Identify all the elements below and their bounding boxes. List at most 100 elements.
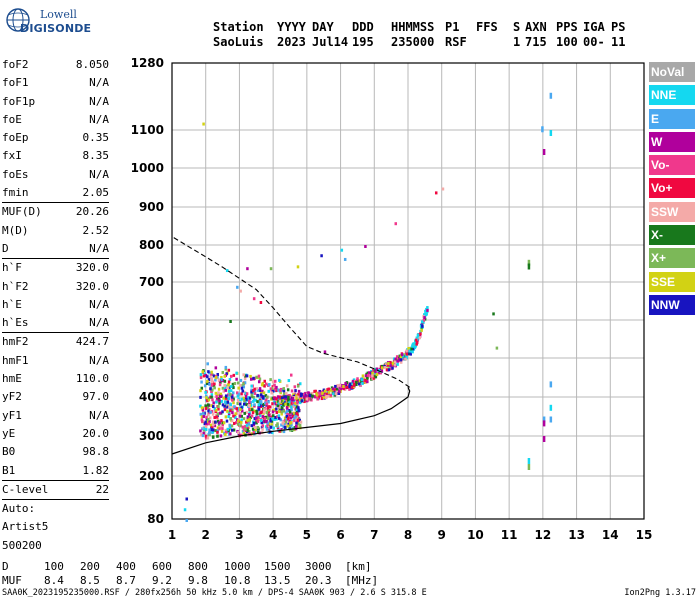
echo-mark xyxy=(207,422,210,426)
trace-mark xyxy=(335,390,338,394)
echo-mark xyxy=(286,388,290,392)
echo-mark xyxy=(230,398,234,402)
param-label: hmE xyxy=(2,372,22,386)
trace-mark xyxy=(364,378,367,382)
echo-mark xyxy=(290,423,293,427)
echo-mark xyxy=(230,395,234,399)
trace-mark xyxy=(372,376,376,380)
trace-mark xyxy=(366,380,369,384)
param-row: hmE 110.0 xyxy=(2,370,165,388)
echo-mark xyxy=(257,406,260,410)
echo-mark xyxy=(252,399,255,403)
trace-mark xyxy=(385,368,389,372)
muf-cell: 8.7 xyxy=(116,574,136,587)
param-value: 110.0 xyxy=(75,372,109,386)
echo-mark xyxy=(269,267,273,271)
echo-mark xyxy=(237,419,240,423)
echo-mark xyxy=(243,399,246,403)
header-field-label-2: DAY xyxy=(312,20,334,34)
echo-mark xyxy=(257,410,261,414)
echo-mark xyxy=(208,428,211,432)
trace-mark xyxy=(371,377,374,381)
echo-mark xyxy=(289,412,292,416)
echo-mark xyxy=(221,423,224,427)
echo-mark xyxy=(256,393,259,397)
echo-mark xyxy=(228,378,232,382)
echo-mark xyxy=(261,389,264,393)
echo-mark xyxy=(277,416,281,420)
echo-mark xyxy=(492,312,495,316)
echo-mark xyxy=(201,434,205,438)
echo-mark xyxy=(221,386,225,390)
trace-mark xyxy=(421,324,424,328)
echo-mark xyxy=(270,391,273,395)
file-info-footer: SAA0K_2023195235000.RSF / 280fx256h 50 k… xyxy=(2,588,427,598)
header-field-label-0: Station xyxy=(213,20,264,34)
param-label: 500200 xyxy=(2,538,42,552)
echo-mark xyxy=(271,431,274,435)
echo-mark xyxy=(288,408,291,412)
param-label: fmin xyxy=(2,186,29,200)
echo-mark xyxy=(200,380,203,384)
y-tick-label: 80 xyxy=(147,512,164,526)
trace-mark xyxy=(409,352,412,356)
trace-mark xyxy=(289,398,292,402)
echo-mark xyxy=(212,384,215,388)
echo-mark xyxy=(267,413,271,417)
echo-mark xyxy=(209,410,212,414)
echo-mark xyxy=(298,423,302,427)
echo-mark xyxy=(273,383,276,387)
trace-mark xyxy=(300,399,304,403)
echo-mark xyxy=(290,408,293,412)
echo-mark xyxy=(253,426,257,430)
echo-mark xyxy=(264,398,268,402)
param-value: 320.0 xyxy=(75,279,109,293)
echo-mark xyxy=(204,404,207,408)
echo-mark xyxy=(215,397,219,401)
echo-mark xyxy=(269,419,272,423)
echo-mark xyxy=(260,394,264,398)
trace-mark xyxy=(311,394,314,398)
header-field-value-3: 195 xyxy=(352,35,374,49)
muf-cell: MUF xyxy=(2,574,22,587)
echo-mark xyxy=(289,421,293,425)
echo-mark xyxy=(277,388,280,392)
trace-mark xyxy=(423,317,427,321)
echo-mark xyxy=(254,428,257,432)
x-tick-label: 7 xyxy=(370,528,378,542)
echo-mark xyxy=(282,387,286,391)
echo-mark xyxy=(297,409,300,413)
trace-mark xyxy=(420,328,423,332)
echo-mark xyxy=(221,427,224,431)
param-value: N/A xyxy=(89,241,109,255)
header-field-label-3: DDD xyxy=(352,20,374,34)
trace-mark xyxy=(411,350,414,354)
echo-mark xyxy=(272,385,276,389)
echo-mark xyxy=(242,373,245,377)
echo-mark xyxy=(229,417,232,421)
trace-mark xyxy=(307,392,311,396)
param-value: N/A xyxy=(89,76,109,90)
echo-mark xyxy=(236,285,239,289)
echo-mark xyxy=(201,408,205,412)
trace-mark xyxy=(415,342,418,346)
echo-mark xyxy=(225,430,228,434)
echo-mark xyxy=(225,405,229,409)
echo-mark xyxy=(288,419,291,423)
trace-mark xyxy=(390,362,393,366)
param-label: M(D) xyxy=(2,223,29,237)
echo-mark xyxy=(210,409,214,413)
echo-mark xyxy=(185,497,188,501)
echo-mark xyxy=(222,389,225,393)
echo-mark xyxy=(221,403,225,407)
trace-mark xyxy=(275,397,278,401)
echo-mark xyxy=(290,389,294,393)
echo-mark xyxy=(290,401,294,405)
header-field-label-6: FFS xyxy=(476,20,498,34)
echo-mark xyxy=(200,406,204,410)
echo-mark xyxy=(248,399,251,403)
echo-mark xyxy=(215,408,218,412)
echo-mark xyxy=(241,425,245,429)
echo-mark xyxy=(268,405,272,409)
trace-mark xyxy=(350,385,354,389)
